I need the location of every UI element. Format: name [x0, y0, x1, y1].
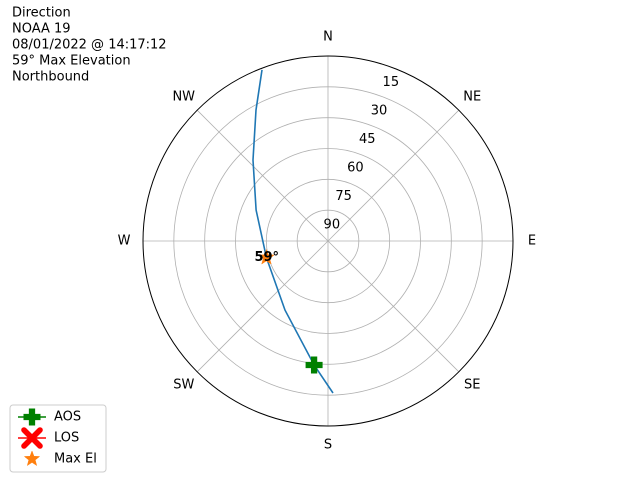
- outer-circle: [142, 55, 514, 427]
- track-line: [252, 69, 334, 394]
- legend-label: AOS: [54, 410, 81, 425]
- grid-spoke: [327, 109, 460, 242]
- marker: [21, 427, 43, 449]
- marker: [23, 450, 41, 467]
- value-label: 59°: [254, 250, 279, 265]
- theta-tick-label: N: [323, 30, 333, 45]
- r-tick-label: 75: [335, 189, 352, 204]
- r-tick-label: 45: [359, 132, 376, 147]
- grid-spoke: [196, 240, 329, 373]
- marker: [258, 248, 275, 265]
- r-tick-label: 60: [347, 160, 364, 175]
- theta-tick-label: SW: [173, 378, 194, 393]
- theta-tick-label: E: [528, 234, 536, 249]
- title-line: 59° Max Elevation: [12, 54, 131, 69]
- marker: [305, 356, 323, 374]
- title-line: 08/01/2022 @ 14:17:12: [12, 38, 167, 53]
- theta-tick-label: SE: [464, 378, 480, 393]
- r-tick-label: 15: [383, 75, 400, 90]
- title-line: NOAA 19: [12, 22, 71, 37]
- legend-label: LOS: [54, 431, 79, 446]
- grid-spoke: [327, 240, 460, 373]
- r-tick-label: 90: [324, 217, 341, 232]
- grid-spoke: [196, 109, 329, 242]
- theta-tick-label: NE: [463, 89, 481, 104]
- legend: AOS LOS Max El: [9, 404, 107, 473]
- theta-tick-label: NW: [172, 89, 195, 104]
- r-tick-label: 30: [371, 103, 388, 118]
- legend-label: Max El: [54, 452, 97, 467]
- theta-tick-label: W: [118, 234, 131, 249]
- title-line: Direction: [12, 6, 71, 21]
- marker: [23, 408, 41, 426]
- title-line: Northbound: [12, 70, 89, 85]
- theta-tick-label: S: [324, 438, 332, 453]
